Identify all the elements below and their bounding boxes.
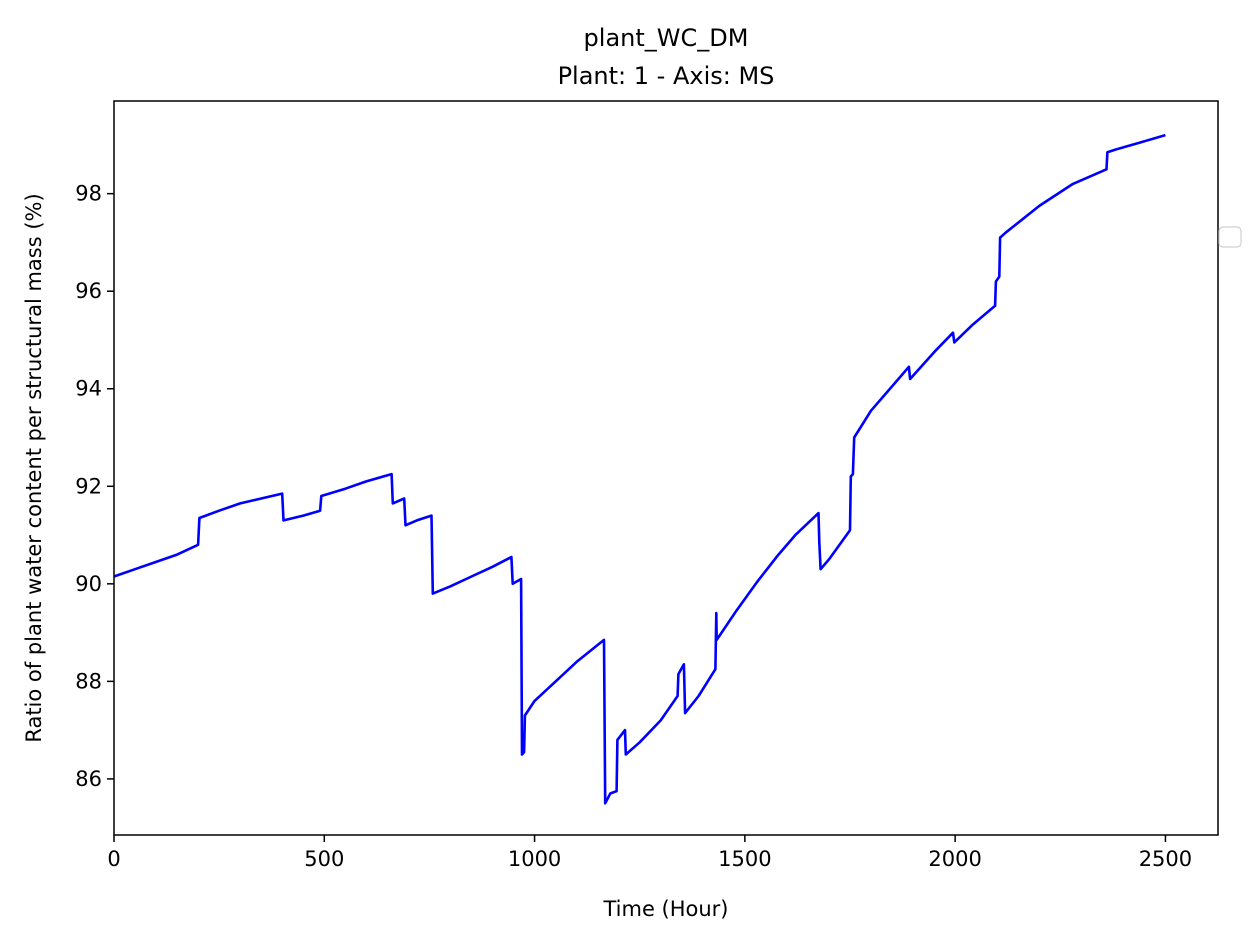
y-tick-label: 90 [75, 572, 102, 596]
y-tick-label: 96 [75, 279, 102, 303]
x-tick-label: 0 [107, 847, 120, 871]
x-axis-label: Time (Hour) [602, 897, 728, 921]
plot-frame [113, 100, 1219, 836]
y-axis-label: Ratio of plant water content per structu… [22, 193, 46, 742]
chart-subtitle: Plant: 1 - Axis: MS [558, 62, 775, 90]
y-tick-label: 94 [75, 377, 102, 401]
y-tick-label: 88 [75, 669, 102, 693]
x-tick-label: 2000 [928, 847, 981, 871]
y-tick-label: 86 [75, 767, 102, 791]
x-tick-label: 1000 [508, 847, 561, 871]
x-tick-label: 1500 [718, 847, 771, 871]
series-line [113, 133, 1166, 805]
y-tick-label: 92 [75, 474, 102, 498]
x-tick-label: 500 [304, 847, 344, 871]
y-tick-label: 98 [75, 182, 102, 206]
x-tick-label: 2500 [1139, 847, 1192, 871]
chart-title: plant_WC_DM [584, 24, 749, 52]
legend-box [1218, 226, 1242, 248]
